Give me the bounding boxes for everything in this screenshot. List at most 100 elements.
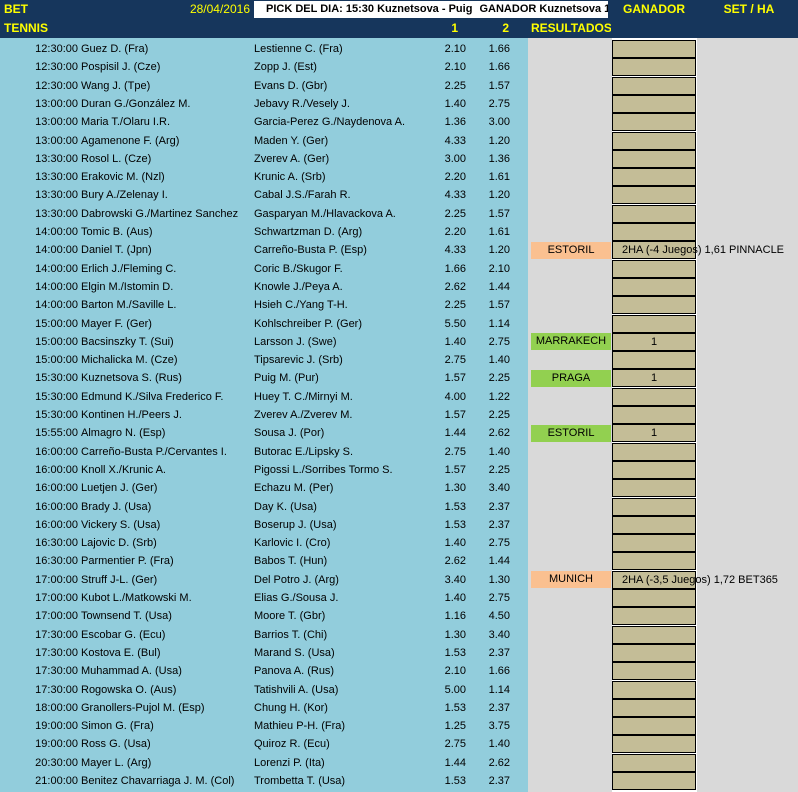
ganador-cell[interactable] bbox=[612, 76, 696, 95]
ganador-header[interactable]: GANADOR bbox=[623, 2, 685, 16]
odds-1[interactable]: 3.40 bbox=[444, 573, 466, 586]
player-2[interactable]: Moore T. (Gbr) bbox=[254, 610, 326, 623]
player-2[interactable]: Boserup J. (Usa) bbox=[254, 518, 337, 531]
ganador-cell[interactable] bbox=[612, 241, 696, 260]
odds-1[interactable]: 1.44 bbox=[444, 427, 466, 440]
odds-2[interactable]: 1.44 bbox=[488, 280, 510, 293]
odds-2[interactable]: 2.62 bbox=[488, 427, 510, 440]
odds-1[interactable]: 1.66 bbox=[444, 262, 466, 275]
ganador-cell[interactable] bbox=[612, 772, 696, 790]
match-time[interactable]: 12:30:00 bbox=[35, 79, 78, 92]
player-1[interactable]: Guez D. (Fra) bbox=[81, 43, 149, 55]
odds-2[interactable]: 2.37 bbox=[488, 646, 510, 659]
ganador-cell[interactable] bbox=[612, 131, 696, 150]
match-time[interactable]: 17:30:00 bbox=[35, 628, 78, 641]
match-time[interactable]: 16:30:00 bbox=[35, 537, 78, 550]
ganador-cell[interactable] bbox=[612, 113, 696, 132]
player-2[interactable]: Jebavy R./Vesely J. bbox=[254, 97, 350, 110]
odds-1[interactable]: 5.50 bbox=[444, 317, 466, 330]
player-1[interactable]: Townsend T. (Usa) bbox=[81, 610, 172, 623]
odds-1[interactable]: 1.44 bbox=[444, 756, 466, 769]
odds-2[interactable]: 1.66 bbox=[488, 665, 510, 678]
odds-2[interactable]: 2.37 bbox=[488, 518, 510, 531]
odds-2[interactable]: 1.36 bbox=[488, 152, 510, 165]
player-1[interactable]: Knoll X./Krunic A. bbox=[81, 463, 166, 476]
col2-header[interactable]: 2 bbox=[502, 21, 509, 35]
ganador-cell[interactable] bbox=[612, 625, 696, 644]
player-2[interactable]: Huey T. C./Mirnyi M. bbox=[254, 390, 353, 403]
match-time[interactable]: 14:00:00 bbox=[35, 262, 78, 275]
odds-2[interactable]: 1.40 bbox=[488, 354, 510, 367]
player-1[interactable]: Elgin M./Istomin D. bbox=[81, 280, 174, 293]
odds-1[interactable]: 2.20 bbox=[444, 226, 466, 238]
ganador-cell[interactable] bbox=[612, 277, 696, 296]
player-1[interactable]: Kuznetsova S. (Rus) bbox=[81, 372, 182, 385]
player-2[interactable]: Coric B./Skugor F. bbox=[254, 262, 343, 275]
odds-1[interactable]: 2.25 bbox=[444, 299, 466, 312]
player-2[interactable]: Echazu M. (Per) bbox=[254, 482, 334, 495]
odds-1[interactable]: 2.75 bbox=[444, 738, 466, 751]
odds-2[interactable]: 2.75 bbox=[488, 335, 510, 348]
set-ha-cell[interactable]: 2HA (-3,5 Juegos) 1,72 BET365 bbox=[622, 573, 778, 586]
player-2[interactable]: Zopp J. (Est) bbox=[254, 61, 317, 74]
player-2[interactable]: Puig M. (Pur) bbox=[254, 372, 319, 385]
player-1[interactable]: Dabrowski G./Martinez Sanchez bbox=[81, 207, 239, 220]
player-1[interactable]: Escobar G. (Ecu) bbox=[81, 628, 166, 641]
results-header[interactable]: RESULTADOS bbox=[531, 21, 611, 35]
player-1[interactable]: Almagro N. (Esp) bbox=[81, 427, 166, 440]
odds-1[interactable]: 2.75 bbox=[444, 445, 466, 458]
player-1[interactable]: Erakovic M. (Nzl) bbox=[81, 171, 165, 184]
match-time[interactable]: 15:30:00 bbox=[35, 409, 78, 421]
match-time[interactable]: 19:00:00 bbox=[35, 738, 78, 751]
player-2[interactable]: Day K. (Usa) bbox=[254, 500, 317, 513]
player-2[interactable]: Marand S. (Usa) bbox=[254, 646, 335, 659]
odds-1[interactable]: 1.53 bbox=[444, 646, 466, 659]
player-1[interactable]: Mayer L. (Arg) bbox=[81, 756, 152, 769]
result-cell[interactable]: MUNICH bbox=[531, 571, 611, 589]
player-2[interactable]: Evans D. (Gbr) bbox=[254, 79, 328, 92]
match-time[interactable]: 15:30:00 bbox=[35, 372, 78, 385]
match-time[interactable]: 16:00:00 bbox=[35, 445, 78, 458]
odds-1[interactable]: 3.00 bbox=[444, 152, 466, 165]
player-1[interactable]: Barton M./Saville L. bbox=[81, 299, 177, 312]
ganador-cell[interactable]: 1 bbox=[612, 369, 696, 388]
odds-1[interactable]: 2.62 bbox=[444, 555, 466, 568]
odds-1[interactable]: 1.16 bbox=[444, 610, 466, 623]
match-time[interactable]: 14:00:00 bbox=[35, 299, 78, 312]
odds-2[interactable]: 1.57 bbox=[488, 79, 510, 92]
player-1[interactable]: Lajovic D. (Srb) bbox=[81, 537, 157, 550]
ganador-cell[interactable] bbox=[612, 442, 696, 461]
odds-2[interactable]: 1.14 bbox=[488, 683, 510, 696]
player-1[interactable]: Bacsinszky T. (Sui) bbox=[81, 335, 174, 348]
ganador-cell[interactable] bbox=[612, 259, 696, 278]
match-time[interactable]: 13:30:00 bbox=[35, 152, 78, 165]
bet-label[interactable]: BET bbox=[4, 2, 28, 16]
player-2[interactable]: Carreño-Busta P. (Esp) bbox=[254, 244, 367, 257]
odds-1[interactable]: 1.53 bbox=[444, 775, 466, 787]
player-2[interactable]: Pigossi L./Sorribes Tormo S. bbox=[254, 463, 393, 476]
match-time[interactable]: 16:00:00 bbox=[35, 518, 78, 531]
odds-1[interactable]: 4.33 bbox=[444, 134, 466, 147]
odds-2[interactable]: 3.00 bbox=[488, 116, 510, 129]
odds-1[interactable]: 2.20 bbox=[444, 171, 466, 184]
match-time[interactable]: 17:00:00 bbox=[35, 573, 78, 586]
match-time[interactable]: 13:00:00 bbox=[35, 116, 78, 129]
match-time[interactable]: 21:00:00 bbox=[35, 775, 78, 787]
ganador-cell[interactable] bbox=[612, 94, 696, 113]
match-time[interactable]: 19:00:00 bbox=[35, 720, 78, 733]
odds-2[interactable]: 1.61 bbox=[488, 171, 510, 184]
odds-2[interactable]: 3.75 bbox=[488, 720, 510, 733]
odds-2[interactable]: 1.40 bbox=[488, 738, 510, 751]
odds-1[interactable]: 4.33 bbox=[444, 244, 466, 257]
odds-2[interactable]: 2.10 bbox=[488, 262, 510, 275]
odds-1[interactable]: 1.25 bbox=[444, 720, 466, 733]
player-1[interactable]: Granollers-Pujol M. (Esp) bbox=[81, 701, 205, 714]
match-time[interactable]: 20:30:00 bbox=[35, 756, 78, 769]
match-time[interactable]: 17:30:00 bbox=[35, 683, 78, 696]
match-time[interactable]: 17:00:00 bbox=[35, 592, 78, 604]
odds-2[interactable]: 2.62 bbox=[488, 756, 510, 769]
ganador-cell[interactable] bbox=[612, 460, 696, 479]
player-2[interactable]: Lestienne C. (Fra) bbox=[254, 43, 343, 55]
match-time[interactable]: 18:00:00 bbox=[35, 701, 78, 714]
player-2[interactable]: Butorac E./Lipsky S. bbox=[254, 445, 354, 458]
